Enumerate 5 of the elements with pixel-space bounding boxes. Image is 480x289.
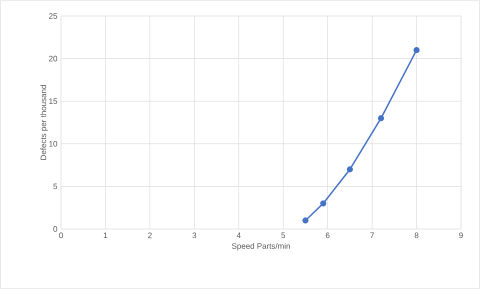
point — [320, 200, 326, 206]
point — [346, 166, 353, 172]
point — [378, 115, 384, 122]
point — [414, 47, 420, 54]
point — [302, 217, 308, 224]
